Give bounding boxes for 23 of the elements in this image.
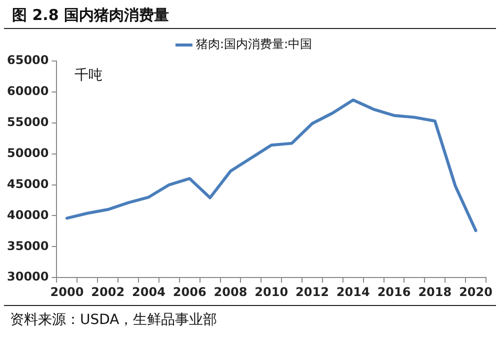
x-tick-label: 2006: [172, 284, 206, 299]
y-tick-label: 45000: [7, 176, 49, 191]
y-tick-label: 55000: [7, 115, 49, 130]
x-tick-label: 2018: [418, 284, 452, 299]
y-tick-label: 30000: [7, 270, 49, 284]
y-tick-label: 50000: [7, 146, 49, 160]
chart-title: 图 2.8 国内猪肉消费量: [4, 2, 496, 29]
x-tick-label: 2010: [254, 284, 288, 299]
x-tick-label: 2008: [214, 284, 248, 299]
y-axis-title: 千吨: [74, 68, 103, 84]
x-tick-label: 2004: [132, 284, 166, 299]
legend-label: 猪肉:国内消费量:中国: [196, 37, 312, 52]
x-tick-label: 2012: [296, 284, 329, 299]
y-tick-label: 60000: [7, 84, 49, 98]
x-tick-label: 2020: [459, 284, 492, 299]
y-tick-label: 65000: [7, 53, 49, 68]
x-tick-label: 2000: [50, 284, 84, 299]
y-tick-label: 40000: [7, 208, 49, 222]
x-tick-label: 2014: [336, 284, 370, 299]
y-tick-label: 35000: [7, 238, 49, 253]
x-tick-label: 2002: [91, 284, 125, 299]
x-tick-label: 2016: [377, 284, 411, 299]
text: 资料来源：USDA，生鲜品事业部: [4, 305, 496, 334]
